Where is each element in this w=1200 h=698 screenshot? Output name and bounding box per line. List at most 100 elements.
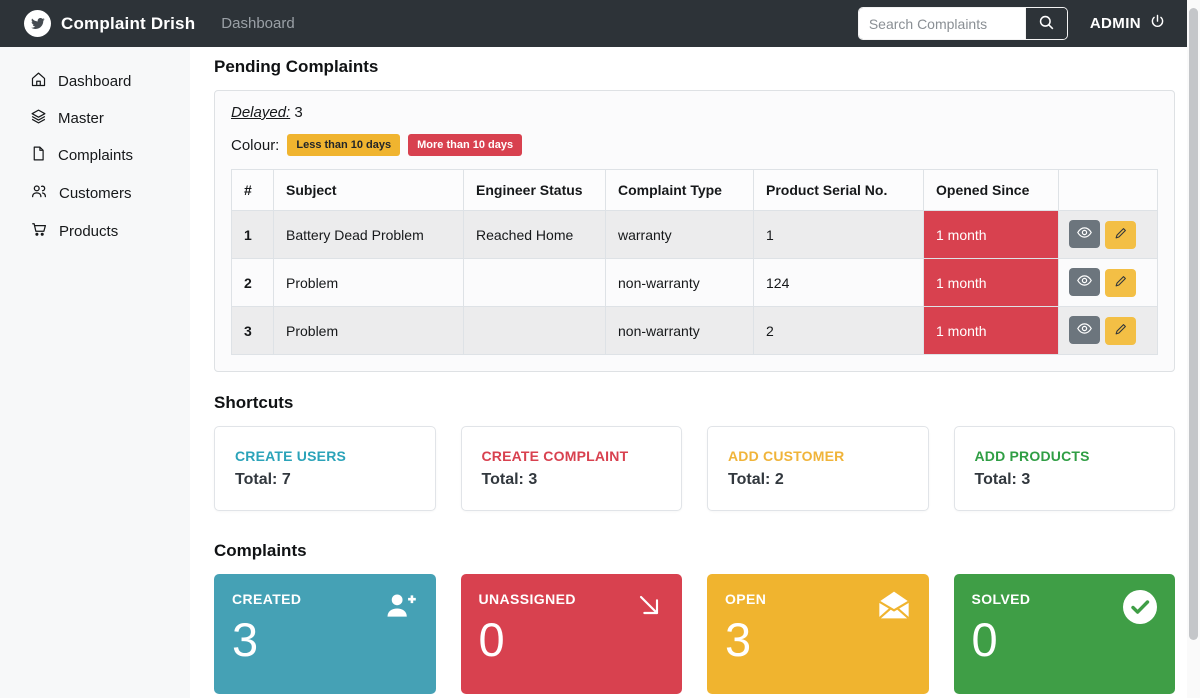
sidebar-item-label: Master [58, 110, 104, 127]
sidebar-item-label: Customers [59, 184, 132, 202]
total-label: Total: [235, 471, 278, 488]
layers-icon [30, 108, 47, 129]
sidebar-item-label: Products [59, 222, 119, 240]
brand[interactable]: Complaint Drish [24, 10, 195, 37]
delayed-label: Delayed: [231, 104, 291, 121]
stat-value: 3 [232, 613, 259, 666]
eye-icon [1076, 320, 1093, 340]
sidebar-item-label: Complaints [58, 147, 134, 164]
complaints-title: Complaints [214, 541, 307, 560]
bird-logo-icon [24, 10, 51, 37]
cell-engineer-status [463, 306, 606, 355]
sidebar: Dashboard Master Complaints Customers [0, 47, 190, 698]
cell-subject: Problem [273, 258, 464, 307]
total-value: 3 [528, 471, 538, 488]
cell-subject: Problem [273, 306, 464, 355]
cell-num: 3 [231, 306, 274, 355]
sidebar-item-complaints[interactable]: Complaints [0, 137, 190, 174]
total-label: Total: [728, 471, 771, 488]
col-header-actions [1058, 169, 1158, 211]
shortcut-label[interactable]: CREATE COMPLAINT [481, 448, 629, 464]
colour-legend: Colour: Less than 10 days More than 10 d… [231, 134, 1158, 156]
col-header-engineer-status: Engineer Status [463, 169, 606, 211]
search-button[interactable] [1024, 8, 1067, 39]
shortcut-label[interactable]: ADD CUSTOMER [728, 448, 845, 464]
admin-label: ADMIN [1089, 15, 1141, 32]
stat-label: SOLVED [971, 591, 1031, 607]
delayed-value: 3 [294, 104, 303, 121]
shortcut-total: Total: 3 [482, 471, 662, 489]
pencil-icon [1113, 226, 1128, 244]
sidebar-item-dashboard[interactable]: Dashboard [0, 63, 190, 100]
shortcut-total: Total: 7 [235, 471, 415, 489]
edit-button[interactable] [1105, 317, 1136, 345]
admin-menu[interactable]: ADMIN [1090, 13, 1166, 35]
cell-complaint-type: warranty [605, 210, 754, 259]
cell-complaint-type: non-warranty [605, 306, 754, 355]
shortcuts-title: Shortcuts [214, 393, 294, 412]
pending-complaints-table: # Subject Engineer Status Complaint Type… [231, 169, 1158, 355]
person-plus-icon [383, 589, 419, 626]
stat-label: UNASSIGNED [478, 591, 576, 607]
view-button[interactable] [1069, 268, 1100, 296]
cell-subject: Battery Dead Problem [273, 210, 464, 259]
delayed-line: Delayed: 3 [231, 104, 1158, 121]
stat-card-created: CREATED 3 [214, 574, 436, 694]
shortcut-create-users[interactable]: CREATE USERS Total: 7 [214, 426, 436, 511]
nav-dashboard-link[interactable]: Dashboard [221, 15, 295, 32]
scrollbar-thumb[interactable] [1189, 8, 1198, 640]
cell-opened-since: 1 month [923, 306, 1059, 355]
shortcut-add-products[interactable]: ADD PRODUCTS Total: 3 [953, 426, 1175, 511]
shortcuts-row: CREATE USERS Total: 7 CREATE COMPLAINT T… [214, 426, 1175, 511]
eye-icon [1076, 272, 1093, 292]
scrollbar[interactable] [1187, 0, 1200, 698]
cell-opened-since: 1 month [923, 210, 1059, 259]
shortcut-add-customer[interactable]: ADD CUSTOMER Total: 2 [707, 426, 929, 511]
stat-card-solved: SOLVED 0 [953, 574, 1175, 694]
view-button[interactable] [1069, 316, 1100, 344]
total-label: Total: [974, 471, 1017, 488]
top-navbar: Complaint Drish Dashboard ADMIN [0, 0, 1200, 47]
search-input[interactable] [858, 8, 1025, 39]
col-header-complaint-type: Complaint Type [605, 169, 754, 211]
cell-serial: 1 [753, 210, 924, 259]
cell-actions [1058, 210, 1158, 259]
cell-serial: 2 [753, 306, 924, 355]
legend-badge-less-than-10: Less than 10 days [287, 134, 401, 156]
power-icon[interactable] [1149, 13, 1166, 35]
table-row: 3 Problem non-warranty 2 1 month [231, 306, 1158, 355]
col-header-serial: Product Serial No. [753, 169, 924, 211]
total-value: 3 [1021, 471, 1031, 488]
table-row: 1 Battery Dead Problem Reached Home warr… [231, 210, 1158, 259]
cell-complaint-type: non-warranty [605, 258, 754, 307]
cell-opened-since: 1 month [923, 258, 1059, 307]
brand-title: Complaint Drish [61, 13, 196, 33]
cell-serial: 124 [753, 258, 924, 307]
search-icon [1037, 13, 1056, 35]
total-value: 2 [774, 471, 784, 488]
shortcut-label[interactable]: ADD PRODUCTS [974, 448, 1090, 464]
view-button[interactable] [1069, 220, 1100, 248]
shortcut-create-complaint[interactable]: CREATE COMPLAINT Total: 3 [460, 426, 682, 511]
legend-badge-more-than-10: More than 10 days [408, 134, 523, 156]
edit-button[interactable] [1105, 269, 1136, 297]
file-icon [30, 145, 47, 166]
arrow-down-right-icon [633, 589, 665, 626]
shortcut-label[interactable]: CREATE USERS [235, 448, 347, 464]
shortcut-total: Total: 2 [728, 471, 908, 489]
stat-card-unassigned: UNASSIGNED 0 [460, 574, 682, 694]
edit-button[interactable] [1105, 221, 1136, 249]
table-header-row: # Subject Engineer Status Complaint Type… [231, 169, 1158, 211]
envelope-open-icon [876, 589, 912, 626]
total-label: Total: [481, 471, 524, 488]
people-icon [30, 182, 48, 204]
stat-value: 3 [725, 613, 752, 666]
complaints-row: CREATED 3 UNASSIGNED 0 OPEN [214, 574, 1175, 694]
sidebar-item-label: Dashboard [58, 73, 132, 90]
sidebar-item-customers[interactable]: Customers [0, 174, 190, 212]
pencil-icon [1113, 274, 1128, 292]
sidebar-item-master[interactable]: Master [0, 100, 190, 137]
sidebar-item-products[interactable]: Products [0, 212, 190, 250]
table-row: 2 Problem non-warranty 124 1 month [231, 258, 1158, 307]
cell-engineer-status: Reached Home [463, 210, 606, 259]
